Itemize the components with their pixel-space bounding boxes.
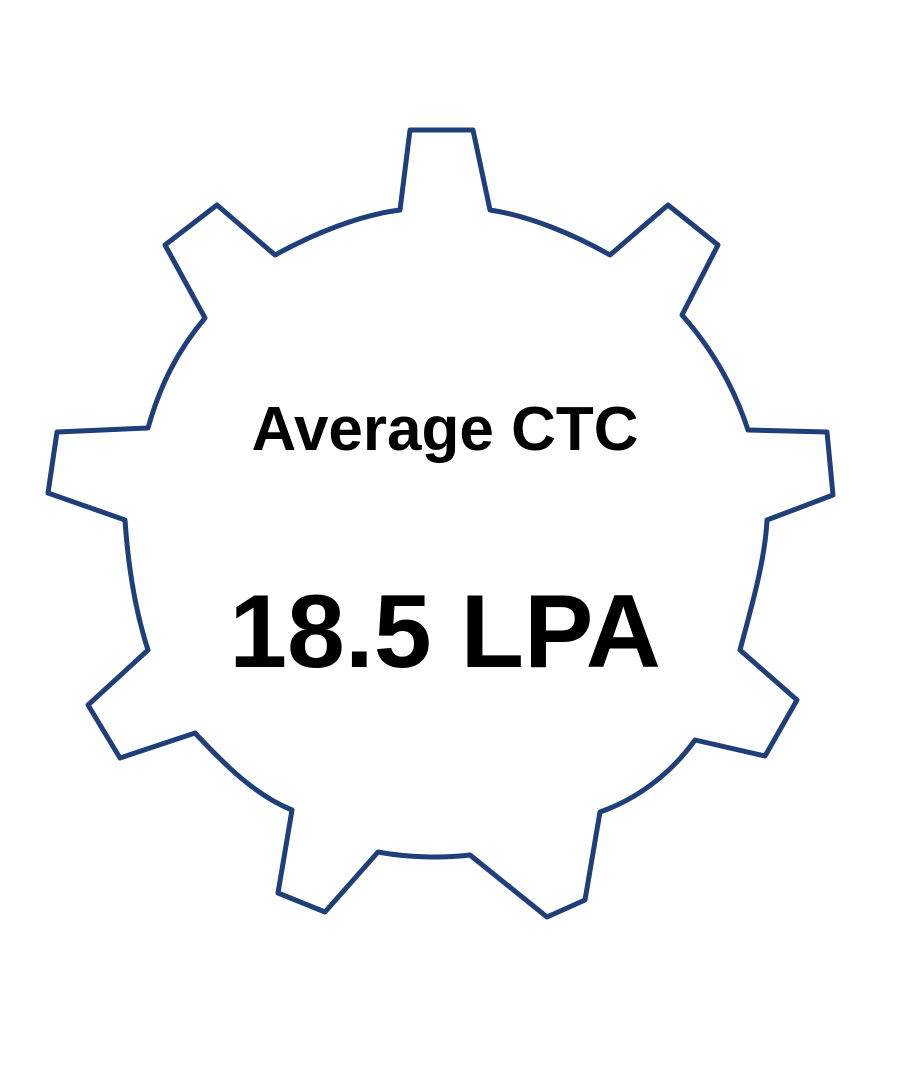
metric-value: 18.5 LPA xyxy=(229,574,661,690)
metric-label: Average CTC xyxy=(251,395,639,464)
gear-outline xyxy=(45,127,836,920)
